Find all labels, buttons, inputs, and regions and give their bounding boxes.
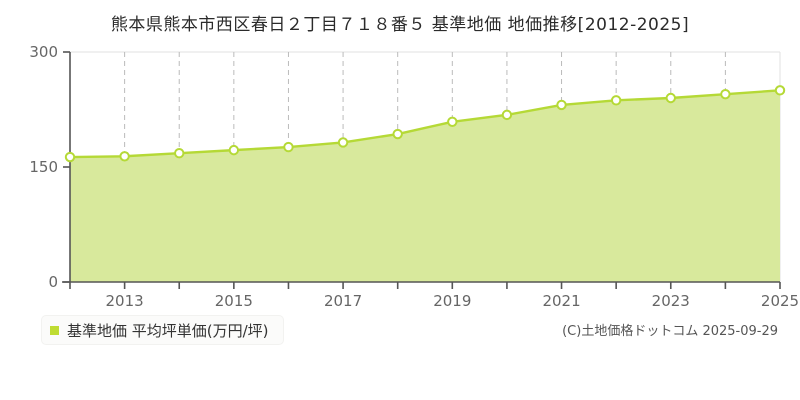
data-point-marker[interactable] — [556, 99, 567, 111]
x-axis-tick-label: 2023 — [652, 292, 690, 310]
data-point-marker[interactable] — [337, 137, 349, 148]
y-axis-tick-label: 0 — [48, 273, 58, 291]
y-axis-tick-label: 300 — [29, 43, 58, 61]
data-point-marker[interactable] — [501, 109, 513, 121]
chart-title: 熊本県熊本市西区春日２丁目７１８番５ 基準地価 地価推移[2012-2025] — [110, 15, 690, 35]
legend-label: 基準地価 平均坪単価(万円/坪) — [67, 321, 269, 340]
x-axis-tick-label: 2021 — [542, 292, 580, 310]
data-point-marker[interactable] — [447, 116, 458, 127]
data-point-marker[interactable] — [64, 151, 76, 163]
data-point-marker[interactable] — [774, 85, 786, 96]
data-point-marker[interactable] — [228, 144, 240, 156]
data-point-marker[interactable] — [610, 95, 622, 106]
y-axis-tick-label: 150 — [29, 158, 58, 176]
axis-tick-marks — [63, 51, 781, 289]
data-point-marker[interactable] — [392, 128, 403, 140]
data-point-marker[interactable] — [665, 92, 676, 104]
copyright-credit: (C)土地価格ドットコム 2025-09-29 — [562, 324, 778, 339]
series-line — [68, 89, 782, 159]
x-axis-tick-label: 2013 — [106, 292, 144, 310]
data-point-marker[interactable] — [720, 88, 731, 100]
data-point-marker[interactable] — [119, 151, 130, 162]
x-axis-tick-label: 2019 — [433, 292, 471, 310]
series-area-fill — [70, 90, 780, 282]
series-data-point-markers — [64, 85, 786, 163]
data-point-marker[interactable] — [174, 148, 185, 159]
chart-legend: 基準地価 平均坪単価(万円/坪) — [42, 316, 283, 344]
x-axis-tick-label: 2017 — [324, 292, 362, 310]
legend-color-swatch-icon — [50, 325, 59, 335]
x-axis-tick-labels: 2013 2015 2017 2019 2021 2023 2025 — [106, 292, 800, 310]
x-axis-tick-label: 2015 — [215, 292, 253, 310]
y-axis-tick-labels: 0 150 300 — [29, 43, 58, 291]
x-axis-tick-label: 2025 — [761, 292, 799, 310]
data-point-marker[interactable] — [283, 141, 294, 153]
